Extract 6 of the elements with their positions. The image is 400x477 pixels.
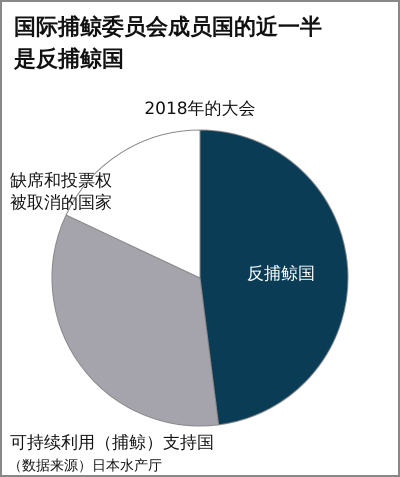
chart-subtitle: 2018年的大会 (144, 99, 256, 119)
slice-label: 缺席和投票权被取消的国家 (10, 171, 112, 213)
slice-label: 可持续利用（捕鲸）支持国 (10, 433, 214, 453)
chart-title: 国际捕鲸委员会成员国的近一半是反捕鲸国 (13, 14, 322, 72)
text: （数据来源）日本水产厅 (8, 458, 162, 474)
slice-label: 反捕鲸国 (247, 264, 316, 284)
